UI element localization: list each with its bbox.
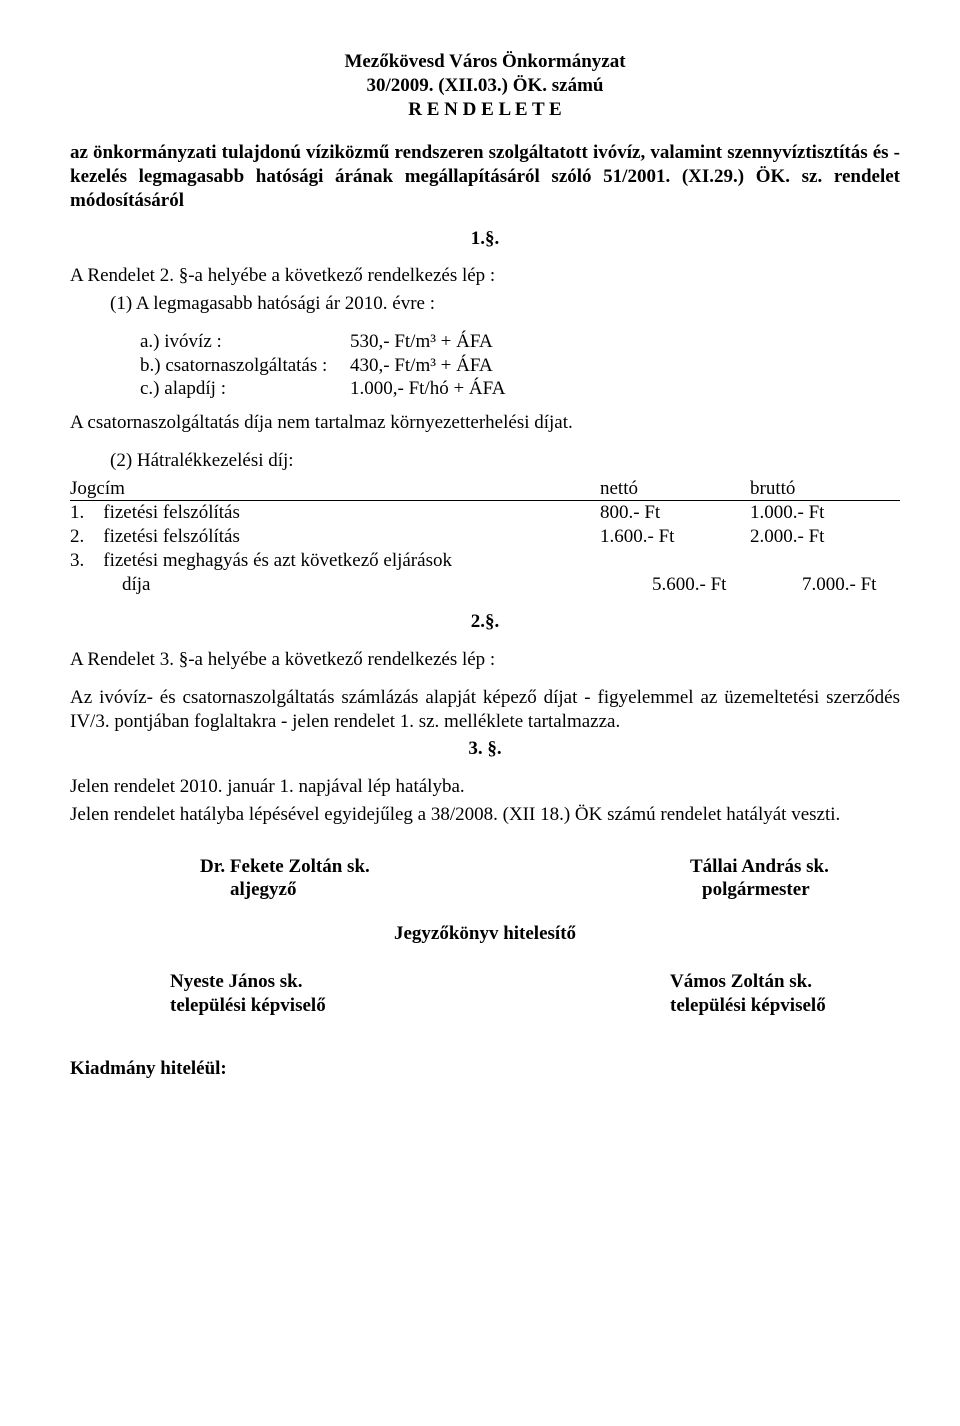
intro-paragraph: az önkormányzati tulajdonú víziközmű ren…: [70, 141, 900, 212]
sig-left2-name: Nyeste János sk.: [170, 970, 570, 994]
signature-left-1: Dr. Fekete Zoltán sk. aljegyző: [70, 855, 570, 903]
rates-block: a.) ivóvíz : 530,- Ft/m³ + ÁFA b.) csato…: [140, 330, 900, 401]
document-page: Mezőkövesd Város Önkormányzat 30/2009. (…: [0, 0, 960, 1125]
section-1-sub2: (2) Hátralékkezelési díj:: [70, 449, 900, 473]
fee-2-label: 2. fizetési felszólítás: [70, 525, 600, 549]
rate-b-label: b.) csatornaszolgáltatás :: [140, 354, 350, 378]
rate-c-label: c.) alapdíj :: [140, 377, 350, 401]
section-3-line1: Jelen rendelet 2010. január 1. napjával …: [70, 775, 900, 799]
section-2-body: Az ivóvíz- és csatornaszolgáltatás száml…: [70, 686, 900, 734]
signature-right-2: Vámos Zoltán sk. települési képviselő: [570, 970, 900, 1018]
signature-block-2: Nyeste János sk. települési képviselő Vá…: [70, 970, 900, 1018]
section-1-lead: A Rendelet 2. §-a helyébe a következő re…: [70, 264, 900, 288]
rate-a-value: 530,- Ft/m³ + ÁFA: [350, 330, 520, 354]
sig-right1-name: Tállai András sk.: [690, 855, 900, 879]
fee-header-netto: nettó: [600, 477, 750, 502]
signature-left-2: Nyeste János sk. települési képviselő: [70, 970, 570, 1018]
rate-row-b: b.) csatornaszolgáltatás : 430,- Ft/m³ +…: [140, 354, 900, 378]
rate-c-value: 1.000,- Ft/hó + ÁFA: [350, 377, 520, 401]
section-2-marker: 2.§.: [70, 610, 900, 634]
sig-left1-name: Dr. Fekete Zoltán sk.: [200, 855, 570, 879]
fee-1-gross: 1.000.- Ft: [750, 501, 900, 525]
section-3-line2: Jelen rendelet hatályba lépésével egyide…: [70, 803, 900, 827]
sig-right2-name: Vámos Zoltán sk.: [670, 970, 900, 994]
sig-right1-title: polgármester: [690, 878, 900, 902]
fee-table-header: Jogcím nettó bruttó: [70, 477, 900, 502]
header-line1: Mezőkövesd Város Önkormányzat: [70, 50, 900, 74]
footer-kiadmany: Kiadmány hiteléül:: [70, 1057, 900, 1081]
fee-3b-label: díja: [70, 573, 652, 597]
header-line3: R E N D E L E T E: [70, 98, 900, 122]
fee-1-label: 1. fizetési felszólítás: [70, 501, 600, 525]
fee-3a-label: 3. fizetési meghagyás és azt következő e…: [70, 549, 600, 573]
rate-b-value: 430,- Ft/m³ + ÁFA: [350, 354, 520, 378]
section-1-sub1: (1) A legmagasabb hatósági ár 2010. évre…: [70, 292, 900, 316]
sig-left2-title: települési képviselő: [170, 994, 570, 1018]
sig-left1-title: aljegyző: [200, 878, 570, 902]
rate-row-a: a.) ivóvíz : 530,- Ft/m³ + ÁFA: [140, 330, 900, 354]
header-line2: 30/2009. (XII.03.) ÖK. számú: [70, 74, 900, 98]
signature-right-1: Tállai András sk. polgármester: [570, 855, 900, 903]
fee-3b-gross: 7.000.- Ft: [802, 573, 900, 597]
fee-2-gross: 2.000.- Ft: [750, 525, 900, 549]
fee-row-2: 2. fizetési felszólítás 1.600.- Ft 2.000…: [70, 525, 900, 549]
fee-1-net: 800.- Ft: [600, 501, 750, 525]
section-2-lead: A Rendelet 3. §-a helyébe a következő re…: [70, 648, 900, 672]
sig-right2-title: települési képviselő: [670, 994, 900, 1018]
section-1-marker: 1.§.: [70, 227, 900, 251]
section-3-marker: 3. §.: [70, 737, 900, 761]
fee-header-brutto: bruttó: [750, 477, 900, 502]
fee-row-1: 1. fizetési felszólítás 800.- Ft 1.000.-…: [70, 501, 900, 525]
fee-row-3a: 3. fizetési meghagyás és azt következő e…: [70, 549, 900, 573]
fee-row-3b: díja 5.600.- Ft 7.000.- Ft: [70, 573, 900, 597]
rate-row-c: c.) alapdíj : 1.000,- Ft/hó + ÁFA: [140, 377, 900, 401]
rate-a-label: a.) ivóvíz :: [140, 330, 350, 354]
fee-2-net: 1.600.- Ft: [600, 525, 750, 549]
fee-3b-net: 5.600.- Ft: [652, 573, 802, 597]
fee-header-jogcim: Jogcím: [70, 477, 600, 502]
signature-block-1: Dr. Fekete Zoltán sk. aljegyző Tállai An…: [70, 855, 900, 903]
authenticator-label: Jegyzőkönyv hitelesítő: [70, 922, 900, 946]
environment-note: A csatornaszolgáltatás díja nem tartalma…: [70, 411, 900, 435]
